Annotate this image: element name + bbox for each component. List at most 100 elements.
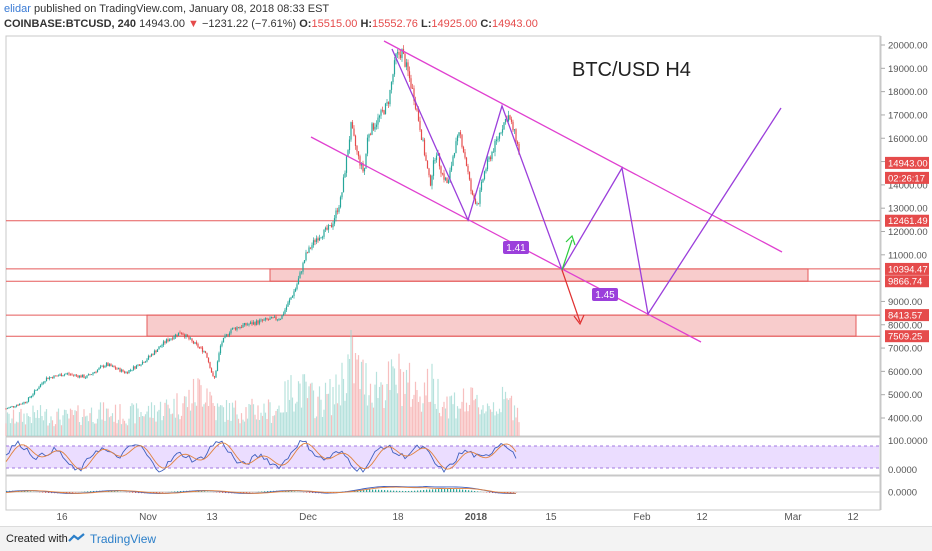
candle-body xyxy=(406,62,407,66)
volume-bar xyxy=(61,425,62,436)
volume-bar xyxy=(194,402,195,436)
volume-bar xyxy=(196,406,197,436)
candle-body xyxy=(292,296,293,297)
candle-body xyxy=(494,141,495,152)
volume-bar xyxy=(446,397,447,436)
volume-bar xyxy=(497,414,498,436)
volume-bar xyxy=(337,403,338,436)
volume-bar xyxy=(41,416,42,436)
candle-body xyxy=(488,157,489,159)
volume-bar xyxy=(17,422,18,436)
candle-body xyxy=(374,127,375,130)
volume-bar xyxy=(475,399,476,436)
volume-bar xyxy=(208,406,209,436)
candle-body xyxy=(5,409,6,410)
candle-body xyxy=(59,374,60,375)
candle-body xyxy=(407,62,408,71)
volume-bar xyxy=(203,404,204,436)
volume-bar xyxy=(409,363,410,436)
candle-body xyxy=(428,168,429,175)
candle-body xyxy=(110,364,111,366)
volume-bar xyxy=(37,410,38,436)
candle-body xyxy=(349,140,350,151)
candle-body xyxy=(394,60,395,74)
volume-bar xyxy=(334,404,335,436)
candle-body xyxy=(179,333,180,334)
macd-histogram-bar xyxy=(27,491,28,492)
candle-body xyxy=(268,319,269,320)
volume-bar xyxy=(482,405,483,436)
candle-body xyxy=(38,387,39,389)
macd-histogram-bar xyxy=(309,492,310,493)
volume-bar xyxy=(112,413,113,436)
candle-body xyxy=(19,404,20,406)
candle-body xyxy=(332,224,333,228)
volume-bar xyxy=(460,409,461,436)
macd-histogram-bar xyxy=(447,489,448,492)
candle-body xyxy=(155,351,156,352)
volume-bar xyxy=(202,407,203,436)
volume-bar xyxy=(95,423,96,436)
volume-bar xyxy=(97,419,98,436)
candle-body xyxy=(17,405,18,406)
volume-bar xyxy=(415,382,416,436)
candle-body xyxy=(508,115,509,121)
price-axis-badge-label: 8413.57 xyxy=(888,311,922,322)
volume-bar xyxy=(514,405,515,436)
candle-body xyxy=(347,150,348,156)
x-tick-label: 12 xyxy=(696,512,708,523)
candle-body xyxy=(226,334,227,335)
volume-bar xyxy=(13,410,14,436)
candle-body xyxy=(301,272,302,273)
macd-histogram-bar xyxy=(45,492,46,493)
candle-body xyxy=(190,339,191,340)
candle-body xyxy=(389,90,390,104)
candle-body xyxy=(218,353,219,361)
author-link[interactable]: elidar xyxy=(4,3,31,15)
candle-body xyxy=(431,176,432,186)
candle-body xyxy=(158,347,159,350)
high-value: 15552.76 xyxy=(372,18,418,30)
chart-title: BTC/USD H4 xyxy=(572,59,691,81)
candle-body xyxy=(287,303,288,307)
stoch-band xyxy=(7,446,879,468)
volume-bar xyxy=(421,412,422,436)
candle-body xyxy=(334,218,335,223)
candle-body xyxy=(434,160,435,161)
volume-bar xyxy=(353,383,354,436)
candle-body xyxy=(227,334,228,335)
volume-bar xyxy=(214,406,215,436)
candle-body xyxy=(61,374,62,376)
volume-bar xyxy=(403,372,404,436)
macd-tick-0: 0.0000 xyxy=(888,488,917,499)
candle-body xyxy=(26,402,27,403)
volume-bar xyxy=(188,390,189,436)
volume-bar xyxy=(148,406,149,436)
volume-bar xyxy=(247,419,248,436)
macd-histogram-bar xyxy=(426,490,427,492)
volume-bar xyxy=(394,368,395,436)
candle-body xyxy=(475,199,476,204)
y-tick-label: 8000.00 xyxy=(888,320,922,331)
volume-bar xyxy=(488,406,489,436)
volume-bar xyxy=(355,353,356,436)
y-tick-label: 11000.00 xyxy=(888,250,927,261)
volume-bar xyxy=(467,411,468,436)
candle-body xyxy=(514,129,515,130)
candle-body xyxy=(101,366,102,367)
macd-histogram-bar xyxy=(402,491,403,492)
candle-body xyxy=(239,327,240,328)
candle-body xyxy=(184,335,185,337)
volume-bar xyxy=(184,396,185,436)
candle-body xyxy=(242,325,243,327)
volume-bar xyxy=(304,374,305,436)
volume-bar xyxy=(20,409,21,436)
volume-bar xyxy=(65,410,66,436)
candle-body xyxy=(245,323,246,325)
tradingview-brand-link[interactable]: TradingView xyxy=(90,532,156,546)
volume-bar xyxy=(286,412,287,436)
candle-body xyxy=(50,377,51,378)
candle-body xyxy=(442,173,443,174)
candle-body xyxy=(497,139,498,140)
